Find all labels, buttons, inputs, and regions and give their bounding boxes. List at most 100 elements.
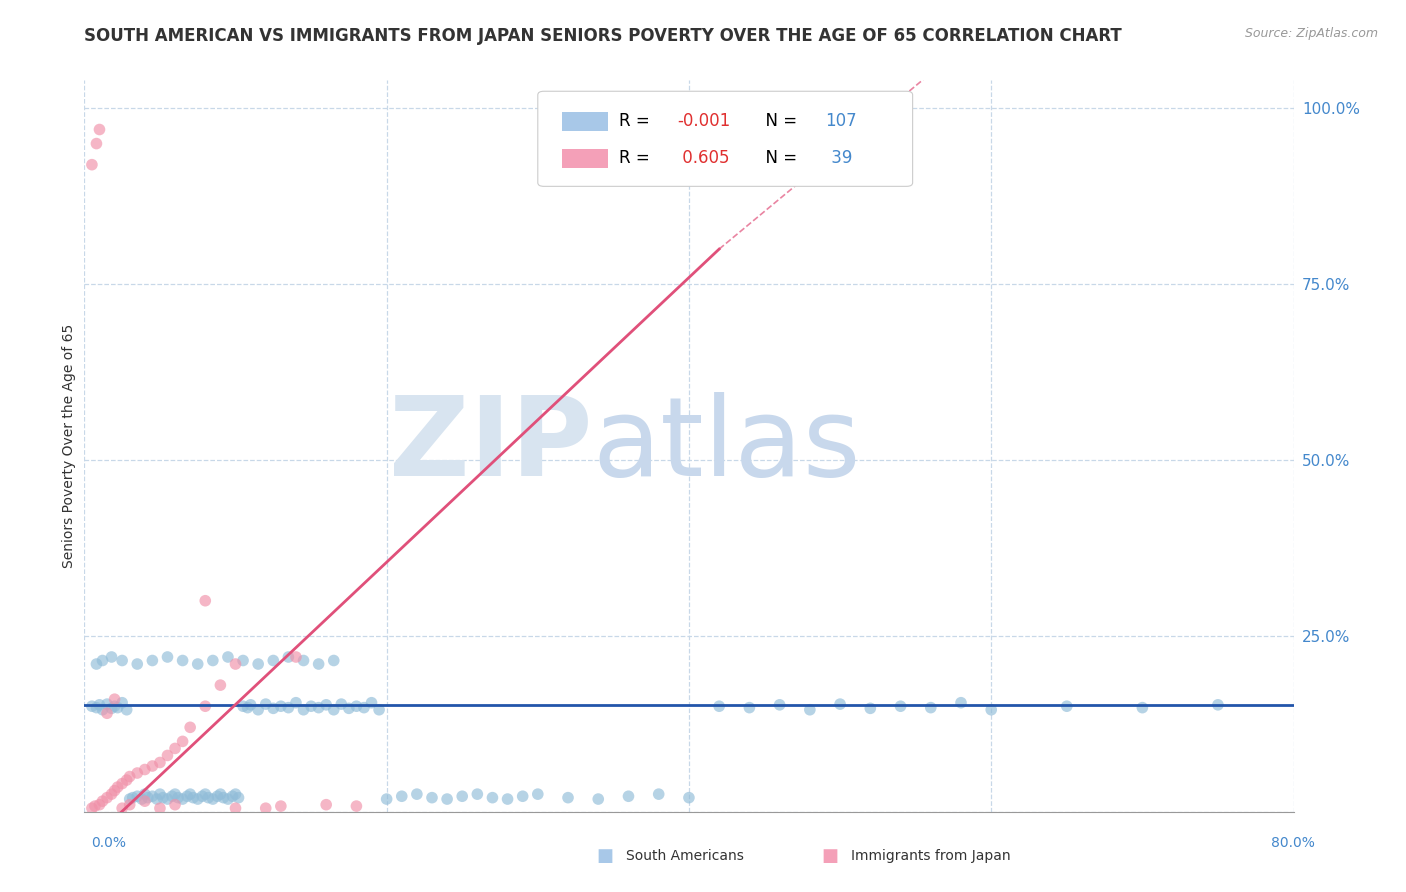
Point bbox=[322, 703, 344, 717]
Point bbox=[134, 787, 156, 801]
Point bbox=[1056, 699, 1078, 714]
Point bbox=[131, 792, 153, 806]
Point bbox=[920, 700, 942, 714]
Point bbox=[346, 699, 368, 714]
Point bbox=[209, 678, 232, 692]
Point bbox=[136, 790, 159, 805]
Point bbox=[292, 703, 315, 717]
Point bbox=[156, 748, 179, 763]
Point bbox=[254, 697, 277, 711]
Point bbox=[134, 794, 156, 808]
Point bbox=[181, 790, 204, 805]
Text: R =: R = bbox=[619, 149, 655, 167]
Point bbox=[217, 650, 239, 665]
Point bbox=[284, 650, 308, 665]
Point bbox=[176, 789, 198, 804]
Text: SOUTH AMERICAN VS IMMIGRANTS FROM JAPAN SENIORS POVERTY OVER THE AGE OF 65 CORRE: SOUTH AMERICAN VS IMMIGRANTS FROM JAPAN … bbox=[84, 27, 1122, 45]
Point bbox=[225, 657, 247, 671]
Point bbox=[738, 700, 761, 714]
Point bbox=[315, 698, 337, 712]
Point bbox=[127, 657, 149, 671]
Point bbox=[436, 792, 458, 806]
Text: ■: ■ bbox=[596, 847, 613, 865]
Point bbox=[526, 787, 548, 801]
Point bbox=[121, 790, 143, 805]
Text: 0.605: 0.605 bbox=[676, 149, 730, 167]
Point bbox=[146, 792, 169, 806]
Point bbox=[232, 699, 254, 714]
Point bbox=[141, 759, 163, 773]
Text: Immigrants from Japan: Immigrants from Japan bbox=[851, 849, 1011, 863]
Point bbox=[375, 792, 398, 806]
Point bbox=[156, 792, 179, 806]
Point bbox=[127, 766, 149, 780]
Point bbox=[179, 787, 201, 801]
Point bbox=[617, 789, 640, 804]
Point bbox=[89, 797, 111, 812]
Point bbox=[769, 698, 792, 712]
Point bbox=[481, 790, 503, 805]
Point bbox=[236, 700, 259, 714]
Point bbox=[163, 797, 186, 812]
Point bbox=[86, 657, 108, 671]
Point bbox=[221, 789, 243, 804]
Point bbox=[107, 780, 129, 794]
Point bbox=[232, 653, 254, 667]
Point bbox=[115, 773, 138, 788]
Point bbox=[292, 653, 315, 667]
Point bbox=[709, 699, 731, 714]
Point bbox=[141, 653, 163, 667]
Point bbox=[308, 657, 330, 671]
Point bbox=[172, 653, 194, 667]
Point bbox=[100, 650, 122, 665]
Point bbox=[209, 787, 232, 801]
Point bbox=[247, 703, 270, 717]
Point bbox=[91, 794, 114, 808]
Point bbox=[100, 701, 122, 715]
Point bbox=[207, 789, 229, 804]
Point bbox=[160, 789, 183, 804]
Point bbox=[194, 787, 217, 801]
Point bbox=[104, 783, 127, 797]
Point bbox=[167, 790, 190, 805]
Text: atlas: atlas bbox=[592, 392, 860, 500]
Point bbox=[262, 701, 284, 715]
Point bbox=[118, 797, 141, 812]
Point bbox=[152, 790, 174, 805]
Point bbox=[172, 734, 194, 748]
Point bbox=[201, 792, 224, 806]
Point bbox=[156, 650, 179, 665]
Point bbox=[134, 763, 156, 777]
Point bbox=[950, 696, 973, 710]
Point bbox=[451, 789, 474, 804]
Point bbox=[80, 699, 103, 714]
Point bbox=[1130, 700, 1153, 714]
Point bbox=[1206, 698, 1229, 712]
Point bbox=[111, 801, 134, 815]
Point bbox=[830, 697, 852, 711]
Point bbox=[118, 770, 141, 784]
Point bbox=[270, 699, 292, 714]
Point bbox=[86, 136, 108, 151]
Point bbox=[191, 789, 214, 804]
Point bbox=[353, 700, 375, 714]
Point bbox=[212, 790, 235, 805]
Point bbox=[89, 698, 111, 712]
Y-axis label: Seniors Poverty Over the Age of 65: Seniors Poverty Over the Age of 65 bbox=[62, 324, 76, 568]
Point bbox=[194, 593, 217, 607]
Point bbox=[217, 792, 239, 806]
FancyBboxPatch shape bbox=[538, 91, 912, 186]
Point bbox=[678, 790, 700, 805]
Point bbox=[96, 697, 118, 711]
Point bbox=[360, 696, 382, 710]
Point bbox=[104, 699, 127, 714]
Point bbox=[111, 776, 134, 790]
Text: ZIP: ZIP bbox=[389, 392, 592, 500]
Point bbox=[225, 787, 247, 801]
Point bbox=[512, 789, 534, 804]
Point bbox=[254, 801, 277, 815]
Point bbox=[225, 801, 247, 815]
Point bbox=[647, 787, 671, 801]
Text: 107: 107 bbox=[825, 112, 858, 130]
Point bbox=[115, 703, 138, 717]
